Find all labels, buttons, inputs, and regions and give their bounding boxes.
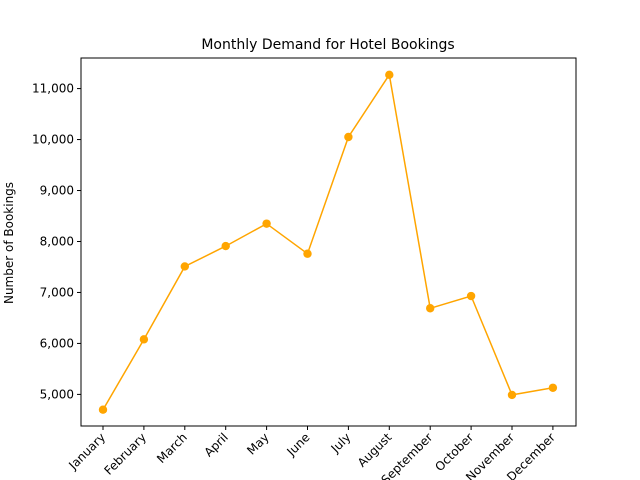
chart-title: Monthly Demand for Hotel Bookings (201, 37, 454, 53)
x-tick-label: March (154, 430, 190, 466)
y-tick-label: 6,000 (40, 336, 74, 350)
data-point (548, 383, 558, 392)
data-point (385, 70, 394, 80)
data-point (180, 262, 189, 271)
data-point (221, 241, 230, 251)
y-tick-label: 10,000 (32, 133, 74, 147)
data-point (303, 249, 312, 258)
x-tick-label: August (355, 430, 395, 470)
y-tick-label: 9,000 (40, 184, 74, 198)
series-line (102, 72, 554, 411)
data-point (98, 405, 108, 414)
data-point (466, 291, 476, 301)
y-tick-label: 7,000 (40, 285, 74, 299)
data-point (262, 219, 271, 228)
x-tick-label: April (202, 430, 231, 459)
y-tick-label: 5,000 (40, 387, 74, 401)
plot-area: 5,0006,0007,0008,0009,00010,00011,000Jan… (32, 57, 577, 480)
x-tick-label: May (244, 430, 271, 457)
data-point (426, 304, 435, 313)
x-tick-label: February (102, 430, 150, 478)
y-tick-label: 11,000 (32, 82, 74, 96)
plot-frame (80, 57, 577, 427)
data-point (507, 390, 517, 400)
y-tick-label: 8,000 (40, 234, 74, 248)
x-tick-label: July (328, 430, 354, 456)
data-point (139, 335, 149, 344)
y-axis-label: Number of Bookings (2, 182, 16, 304)
data-point (344, 132, 353, 142)
x-tick-label: June (284, 430, 313, 459)
